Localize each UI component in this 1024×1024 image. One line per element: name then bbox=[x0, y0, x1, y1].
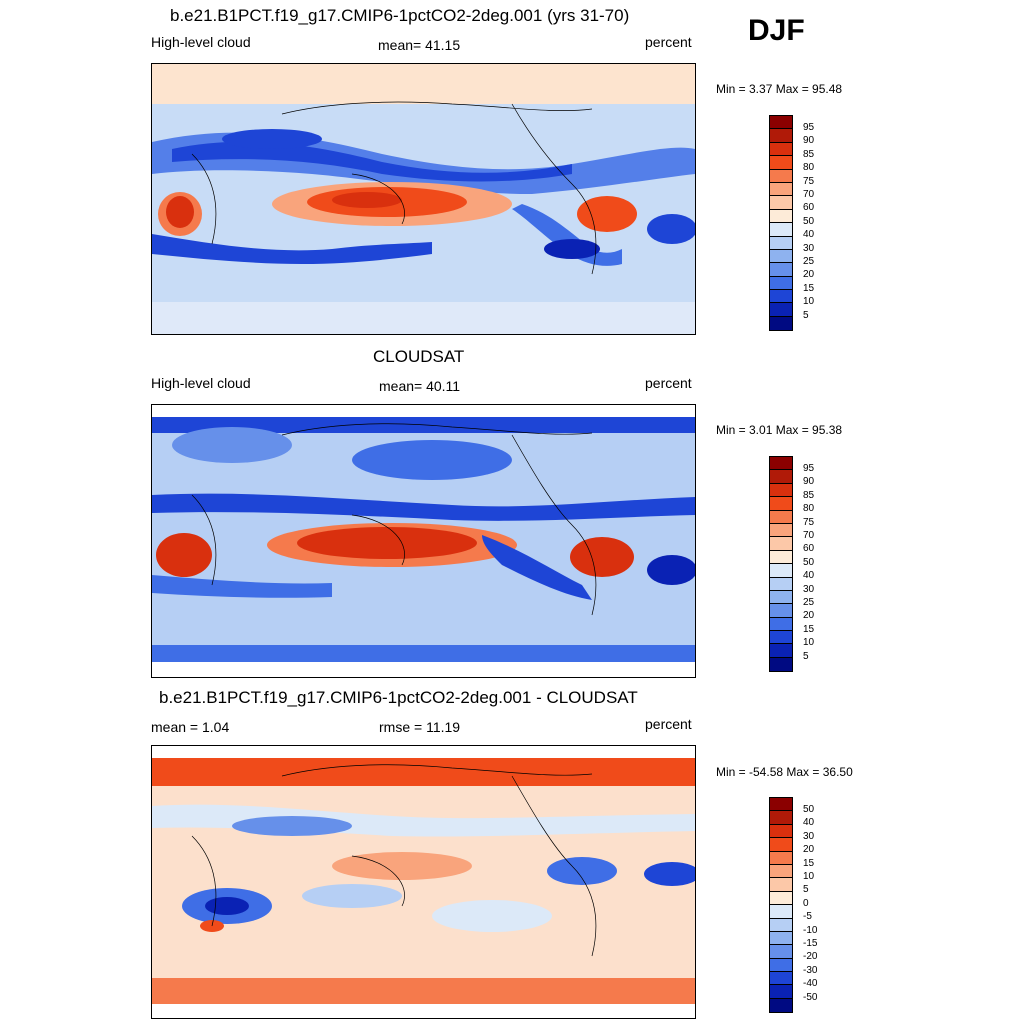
tick: 10 bbox=[803, 296, 815, 308]
panel2-colorbar bbox=[769, 456, 793, 672]
season-label: DJF bbox=[748, 14, 805, 47]
tick: 80 bbox=[803, 162, 815, 174]
panel2-variable-label: High-level cloud bbox=[151, 375, 251, 391]
tick: 60 bbox=[803, 543, 815, 555]
tick: 95 bbox=[803, 463, 815, 474]
panel2-units-label: percent bbox=[645, 375, 692, 391]
panel1-title: b.e21.B1PCT.f19_g17.CMIP6-1pctCO2-2deg.0… bbox=[170, 6, 630, 25]
tick: 0 bbox=[803, 897, 809, 909]
tick: 25 bbox=[803, 597, 815, 608]
tick: -30 bbox=[803, 964, 818, 976]
tick: 50 bbox=[803, 556, 815, 568]
tick: 10 bbox=[803, 637, 815, 649]
tick: 60 bbox=[803, 202, 815, 214]
tick: 85 bbox=[803, 489, 815, 501]
panel1-units-label: percent bbox=[645, 34, 692, 50]
tick: 90 bbox=[803, 135, 815, 147]
tick: 30 bbox=[803, 242, 815, 254]
panel3-map-field bbox=[152, 746, 695, 1018]
tick: 25 bbox=[803, 256, 815, 267]
panel3-minmax-label: Min = -54.58 Max = 36.50 bbox=[716, 765, 853, 779]
tick: 20 bbox=[803, 844, 815, 856]
panel2-map bbox=[151, 404, 696, 678]
tick: 15 bbox=[803, 282, 815, 294]
tick: 95 bbox=[803, 122, 815, 133]
panel2-mean-label: mean= 40.11 bbox=[379, 378, 461, 394]
panel3-title: b.e21.B1PCT.f19_g17.CMIP6-1pctCO2-2deg.0… bbox=[159, 688, 638, 707]
tick: -5 bbox=[803, 911, 812, 923]
tick: 15 bbox=[803, 857, 815, 869]
panel1-mean-label: mean= 41.15 bbox=[378, 37, 461, 53]
tick: 70 bbox=[803, 189, 815, 200]
tick: 40 bbox=[803, 570, 815, 582]
tick: 30 bbox=[803, 583, 815, 595]
panel1-map-field bbox=[152, 64, 695, 334]
panel3-map bbox=[151, 745, 696, 1019]
tick: -50 bbox=[803, 991, 818, 1003]
tick: 70 bbox=[803, 530, 815, 541]
tick: -10 bbox=[803, 924, 818, 936]
tick: 5 bbox=[803, 650, 809, 662]
panel2-minmax-label: Min = 3.01 Max = 95.38 bbox=[716, 423, 843, 437]
panel3-mean-label: mean = 1.04 bbox=[151, 719, 230, 735]
panel1-colorbar bbox=[769, 115, 793, 331]
tick: 90 bbox=[803, 476, 815, 488]
tick: 50 bbox=[803, 215, 815, 227]
tick: 75 bbox=[803, 175, 815, 187]
tick: 80 bbox=[803, 503, 815, 515]
tick: 40 bbox=[803, 817, 815, 829]
tick: 5 bbox=[803, 884, 809, 896]
tick: 50 bbox=[803, 804, 815, 815]
panel3-colorbar bbox=[769, 797, 793, 1013]
panel2-map-field bbox=[152, 405, 695, 677]
panel1-variable-label: High-level cloud bbox=[151, 34, 251, 50]
tick: 20 bbox=[803, 269, 815, 281]
tick: 75 bbox=[803, 516, 815, 528]
tick: 5 bbox=[803, 309, 809, 321]
tick: 85 bbox=[803, 148, 815, 160]
tick: -15 bbox=[803, 938, 818, 949]
panel1-map bbox=[151, 63, 696, 335]
tick: 20 bbox=[803, 610, 815, 622]
tick: -40 bbox=[803, 978, 818, 990]
tick: 15 bbox=[803, 623, 815, 635]
tick: 10 bbox=[803, 871, 815, 882]
panel2-title: CLOUDSAT bbox=[373, 347, 465, 366]
tick: -20 bbox=[803, 951, 818, 963]
panel1-minmax-label: Min = 3.37 Max = 95.48 bbox=[716, 82, 843, 96]
tick: 30 bbox=[803, 830, 815, 842]
panel3-rmse-label: rmse = 11.19 bbox=[379, 719, 461, 735]
panel3-units-label: percent bbox=[645, 716, 692, 732]
tick: 40 bbox=[803, 229, 815, 241]
